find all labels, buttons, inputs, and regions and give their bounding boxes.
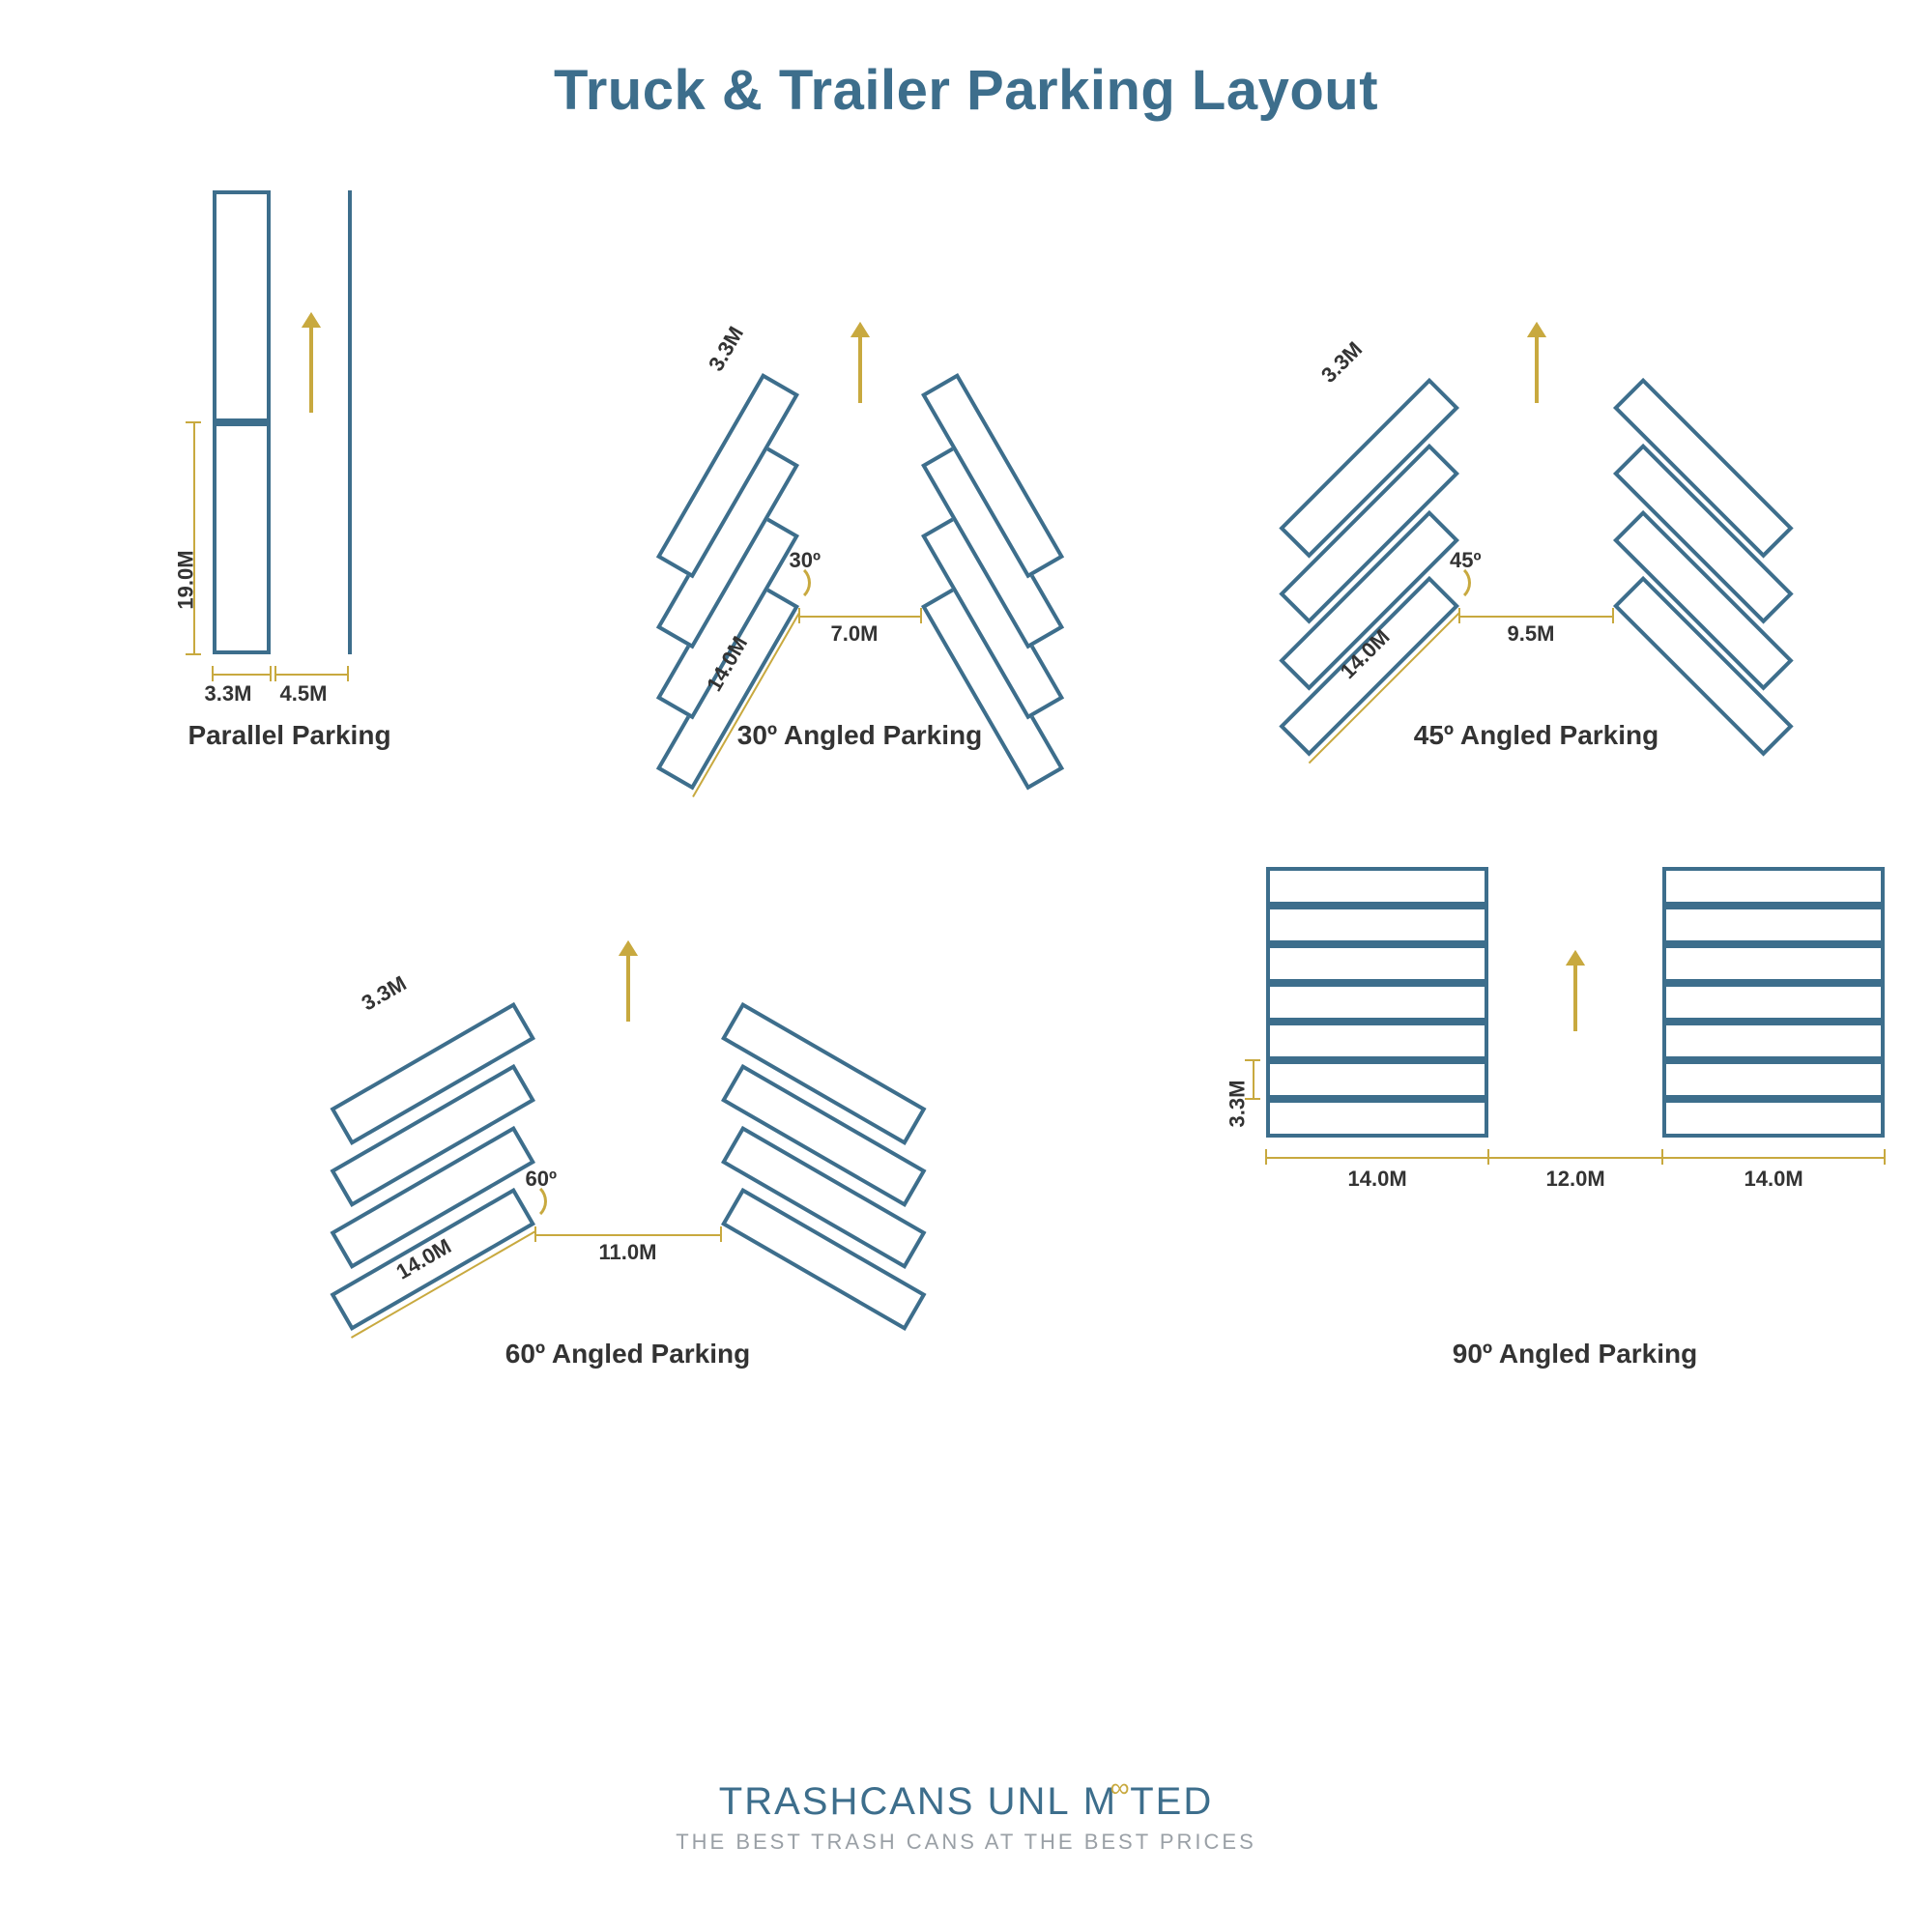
brand-part1: TRASHCANS <box>719 1780 988 1823</box>
dimension-label: 14.0M <box>1348 1167 1407 1192</box>
parking-slot <box>213 190 271 422</box>
caption-90: 90º Angled Parking <box>1453 1339 1697 1370</box>
dimension-label: 12.0M <box>1546 1167 1605 1192</box>
brand-unl-text: UNL <box>988 1780 1071 1823</box>
cell-30: 7.0M30º3.3M14.0M 30º Angled Parking <box>551 171 1169 751</box>
dimension-label: 7.0M <box>831 621 879 647</box>
angle-arc <box>508 1182 547 1221</box>
angle-arc <box>772 563 811 602</box>
dimension-label: 14.0M <box>1745 1167 1803 1192</box>
dimension-label: 19.0M <box>173 550 198 609</box>
diagram-45: 9.5M45º3.3M14.0M <box>1227 171 1846 710</box>
dimension-label: 3.3M <box>205 681 252 706</box>
dimension-line <box>535 1234 721 1236</box>
parking-slot <box>1266 983 1488 1022</box>
parking-slot <box>1266 944 1488 983</box>
dimension-line <box>1488 1157 1662 1159</box>
dimension-line <box>213 674 271 676</box>
parking-slot <box>1266 1099 1488 1138</box>
cell-90: 3.3M 14.0M 12.0M 14.0M 90º Angled Parking <box>1227 790 1923 1370</box>
dimension-tick <box>186 421 201 423</box>
dimension-label: 4.5M <box>280 681 328 706</box>
direction-arrow-icon <box>1573 964 1577 1031</box>
dimension-line <box>1253 1060 1254 1099</box>
diagram-30: 7.0M30º3.3M14.0M <box>551 171 1169 710</box>
parking-slot <box>1662 906 1885 944</box>
dimension-line <box>1459 616 1613 618</box>
cell-45: 9.5M45º3.3M14.0M 45º Angled Parking <box>1227 171 1846 751</box>
parking-slot <box>1662 1022 1885 1060</box>
parking-slot <box>1662 1099 1885 1138</box>
parking-slot <box>1266 1060 1488 1099</box>
dimension-tick <box>720 1226 722 1242</box>
parking-slot <box>1662 944 1885 983</box>
brand-ted: TED <box>1130 1780 1213 1823</box>
dimension-tick <box>1612 608 1614 623</box>
direction-arrow-icon <box>1535 335 1539 403</box>
dimension-label: 11.0M <box>599 1240 657 1265</box>
diagram-grid: 19.0M 3.3M 4.5M Parallel Parking 7.0M30º3.… <box>0 123 1932 1408</box>
dimension-tick <box>534 1226 536 1242</box>
direction-arrow-icon <box>626 954 630 1022</box>
parking-slot <box>213 422 271 654</box>
parking-slot <box>1662 983 1885 1022</box>
tagline: THE BEST TRASH CANS AT THE BEST PRICES <box>0 1830 1932 1855</box>
diagram-parallel: 19.0M 3.3M 4.5M <box>87 171 493 710</box>
diagram-60: 11.0M60º3.3M14.0M <box>319 790 937 1329</box>
parking-slot <box>1266 867 1488 906</box>
dimension-line <box>275 674 348 676</box>
lane-line <box>348 190 352 654</box>
dimension-tick <box>270 666 272 681</box>
angle-arc <box>1432 563 1471 602</box>
brand-part2: UNLIMITED∞ <box>988 1780 1214 1824</box>
dimension-line <box>1662 1157 1885 1159</box>
dimension-tick <box>1661 1149 1663 1165</box>
dimension-tick <box>1458 608 1460 623</box>
dimension-label: 3.3M <box>358 971 411 1017</box>
dimension-label: 3.3M <box>703 322 748 375</box>
dimension-tick <box>347 666 349 681</box>
dimension-label: 3.3M <box>1316 336 1368 388</box>
dimension-tick <box>920 608 922 623</box>
direction-arrow-icon <box>858 335 862 403</box>
footer: TRASHCANS UNLIMITED∞ THE BEST TRASH CANS… <box>0 1780 1932 1855</box>
dimension-line <box>193 422 195 654</box>
dimension-label: 3.3M <box>1225 1081 1250 1128</box>
dimension-tick <box>1265 1149 1267 1165</box>
dimension-label: 9.5M <box>1508 621 1555 647</box>
caption-60: 60º Angled Parking <box>505 1339 750 1370</box>
cell-60: 11.0M60º3.3M14.0M 60º Angled Parking <box>319 790 937 1370</box>
dimension-line <box>799 616 921 618</box>
dimension-tick <box>1884 1149 1886 1165</box>
diagram-90: 3.3M 14.0M 12.0M 14.0M <box>1227 790 1923 1329</box>
caption-parallel: Parallel Parking <box>187 720 390 751</box>
dimension-tick <box>274 666 276 681</box>
dimension-tick <box>1487 1149 1489 1165</box>
parking-slot <box>1266 1022 1488 1060</box>
infinity-icon: ∞ <box>1110 1773 1132 1803</box>
parking-slot <box>1662 867 1885 906</box>
direction-arrow-icon <box>309 326 313 413</box>
parking-slot <box>1662 1060 1885 1099</box>
caption-45: 45º Angled Parking <box>1414 720 1658 751</box>
cell-parallel: 19.0M 3.3M 4.5M Parallel Parking <box>87 171 493 751</box>
dimension-tick <box>212 666 214 681</box>
parking-slot <box>1266 906 1488 944</box>
page-title: Truck & Trailer Parking Layout <box>0 0 1932 123</box>
dimension-tick <box>186 653 201 655</box>
dimension-line <box>1266 1157 1488 1159</box>
caption-30: 30º Angled Parking <box>737 720 982 751</box>
brand-logo: TRASHCANS UNLIMITED∞ <box>0 1780 1932 1824</box>
dimension-tick <box>1245 1059 1260 1061</box>
